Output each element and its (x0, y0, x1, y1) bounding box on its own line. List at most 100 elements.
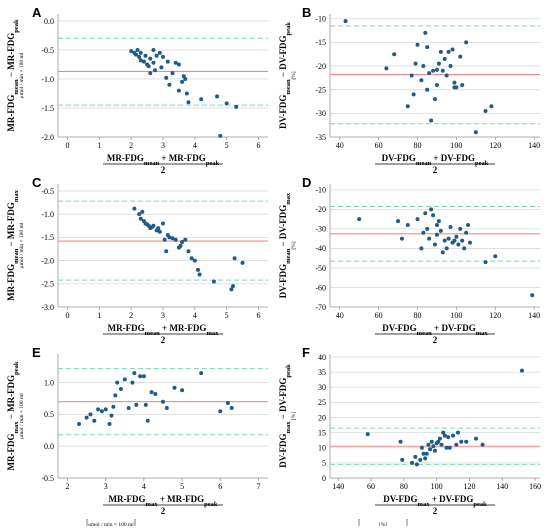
x-tick-label: 140 (528, 311, 540, 320)
data-point (165, 59, 170, 64)
data-point (425, 87, 430, 92)
y-tick-label: -15 (315, 38, 326, 47)
data-point (159, 65, 164, 70)
x-tick-label: 60 (375, 311, 383, 320)
panel-F: F 40 35 30 25 20 15 10 5 0 140 60 80 100 120 140 160 DV-F… (278, 345, 541, 528)
data-point (137, 212, 142, 217)
data-point (413, 454, 418, 459)
data-point (229, 406, 234, 411)
data-point (138, 374, 143, 379)
data-point (415, 217, 420, 222)
data-point (170, 71, 175, 76)
y-axis-unit: [%] (291, 71, 297, 79)
x-tick-label: 2 (66, 482, 70, 491)
y-axis-label-group: DV-FDGmean − DV-FDGpeak[%] (278, 22, 297, 129)
x-axis-label: MR-FDGmean + MR-FDGmax (108, 323, 219, 337)
data-point (197, 272, 202, 277)
x-tick-label: 4 (193, 141, 197, 150)
data-point (399, 236, 404, 241)
data-point (157, 50, 162, 55)
data-point (464, 40, 469, 45)
data-point (447, 445, 452, 450)
data-point (167, 82, 172, 87)
data-point (474, 436, 479, 441)
y-tick-label: -10 (315, 15, 326, 24)
data-point (442, 238, 447, 243)
data-point (140, 209, 145, 214)
data-point (365, 432, 370, 437)
data-point (411, 92, 416, 97)
data-point (433, 448, 437, 453)
x-axis-label: MR-FDGmean + MR-FDGpeak (107, 153, 220, 167)
data-point (462, 246, 467, 251)
data-point (419, 78, 424, 83)
x-tick-label: 6 (218, 482, 222, 491)
x-tick-label: 60 (375, 141, 383, 150)
x-tick-label: 160 (529, 482, 541, 491)
x-tick-label: 5 (225, 311, 229, 320)
data-point (176, 88, 181, 93)
y-axis-label-group: DV-FDGmean − DV-FDGmax[%] (278, 192, 297, 298)
data-point (115, 380, 120, 385)
data-point (441, 430, 446, 435)
data-point (153, 68, 158, 73)
data-point (392, 52, 397, 57)
x-axis-unit: μmol / min × 100 ml (88, 522, 134, 526)
data-point (431, 444, 436, 449)
y-tick-label: -20 (315, 205, 326, 214)
data-point (183, 237, 188, 242)
data-point (151, 60, 156, 65)
x-axis-label-denominator: 2 (161, 335, 166, 345)
data-point (180, 388, 185, 393)
data-point (464, 230, 469, 235)
y-tick-label: 5 (322, 459, 326, 468)
data-point (129, 49, 134, 54)
data-point (439, 442, 444, 447)
data-point (151, 223, 156, 228)
data-point (180, 79, 185, 84)
data-point (130, 380, 135, 385)
data-point (178, 243, 183, 248)
data-point (444, 73, 449, 78)
data-point (162, 237, 167, 242)
y-tick-label: -30 (315, 109, 326, 118)
y-tick-label: 25 (318, 398, 326, 407)
data-point (413, 61, 418, 66)
data-point (133, 52, 138, 57)
data-point (88, 412, 93, 417)
y-axis-label: DV-FDGmax − DV-FDGpeak (278, 364, 292, 468)
data-point (211, 279, 216, 284)
data-point (419, 246, 424, 251)
data-point (180, 240, 185, 245)
data-point (141, 374, 146, 379)
data-point (464, 439, 469, 444)
y-tick-label: -3.0 (41, 303, 54, 312)
data-point (161, 399, 165, 404)
data-point (196, 267, 200, 272)
data-point (215, 94, 220, 99)
data-point (232, 256, 237, 261)
data-point (519, 368, 524, 373)
data-point (137, 54, 142, 59)
x-tick-label: 100 (450, 311, 462, 320)
data-point (134, 402, 139, 407)
data-point (119, 386, 123, 391)
x-tick-label: 6 (256, 141, 260, 150)
data-point (184, 91, 189, 96)
data-point (480, 442, 485, 447)
data-point (156, 226, 161, 231)
x-axis-label-denominator: 2 (433, 165, 438, 175)
x-tick-label: 40 (336, 311, 344, 320)
data-point (451, 433, 456, 438)
data-point (427, 71, 432, 76)
data-point (415, 42, 420, 47)
x-tick-label: 0 (66, 311, 70, 320)
x-tick-label: 140 (332, 482, 344, 491)
data-point (225, 400, 230, 405)
x-tick-label: 3 (161, 141, 165, 150)
x-tick-label: 1 (97, 311, 101, 320)
data-point (442, 56, 447, 61)
